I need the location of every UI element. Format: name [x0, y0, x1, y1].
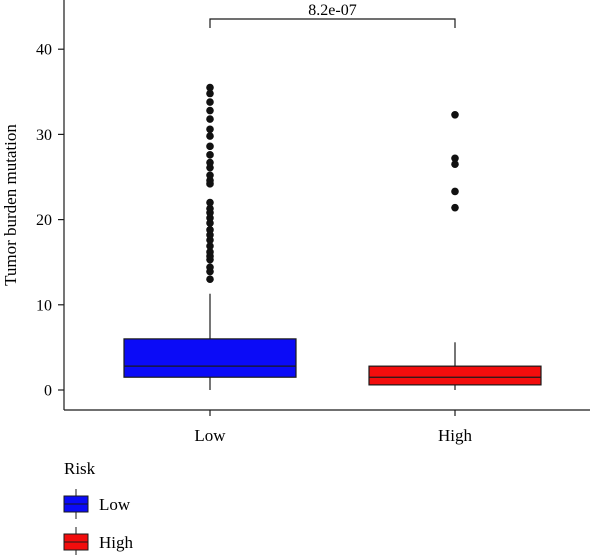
outlier-point	[206, 242, 214, 250]
bracket-line	[209, 18, 456, 28]
outlier-point	[451, 160, 459, 169]
outlier-point	[206, 98, 214, 106]
box-rect	[368, 365, 542, 386]
outlier-point	[451, 203, 459, 212]
y-axis-label: Tumor burden mutation	[1, 124, 20, 286]
outlier-point	[206, 125, 214, 134]
legend-item-high: High	[63, 527, 134, 555]
y-tick-label: 0	[44, 383, 52, 400]
x-ticks: Low High	[194, 410, 473, 445]
y-tick-label: 40	[36, 42, 52, 59]
outlier-point	[206, 263, 214, 272]
y-tick-label: 30	[36, 127, 52, 144]
outlier-point	[206, 198, 214, 207]
box-group-low	[123, 83, 297, 390]
outlier-point	[206, 142, 214, 151]
box-group-high	[368, 111, 542, 390]
outlier-point	[206, 115, 214, 123]
x-tick-label: Low	[194, 426, 226, 445]
y-tick-label: 20	[36, 212, 52, 229]
outlier-point	[206, 106, 214, 115]
significance-bracket: 8.2e-07	[209, 2, 456, 28]
outlier-point	[206, 275, 214, 284]
outlier-point	[206, 226, 214, 234]
axes	[63, 0, 590, 411]
legend-items: Low High	[63, 489, 134, 555]
y-tick-label: 10	[36, 297, 52, 314]
legend-title: Risk	[64, 459, 96, 478]
outlier-point	[451, 154, 459, 163]
outlier-point	[451, 111, 459, 119]
outlier-point	[206, 171, 214, 180]
outlier-point	[206, 151, 214, 159]
outlier-point	[206, 158, 214, 167]
outlier-point	[206, 248, 214, 256]
legend-item-low: Low	[63, 489, 131, 519]
legend-label: High	[99, 533, 134, 552]
outlier-point	[451, 187, 459, 196]
outlier-point	[206, 83, 214, 92]
box-rect	[123, 338, 297, 378]
y-ticks: 0 10 20 30 40	[36, 42, 64, 400]
legend: Risk Low High	[63, 459, 134, 555]
boxes	[123, 83, 542, 390]
outlier-point	[206, 89, 214, 98]
outlier-point	[206, 204, 214, 213]
outlier-point	[206, 132, 214, 140]
p-value-label: 8.2e-07	[308, 2, 356, 19]
legend-label: Low	[99, 495, 131, 514]
x-tick-label: High	[438, 426, 473, 445]
